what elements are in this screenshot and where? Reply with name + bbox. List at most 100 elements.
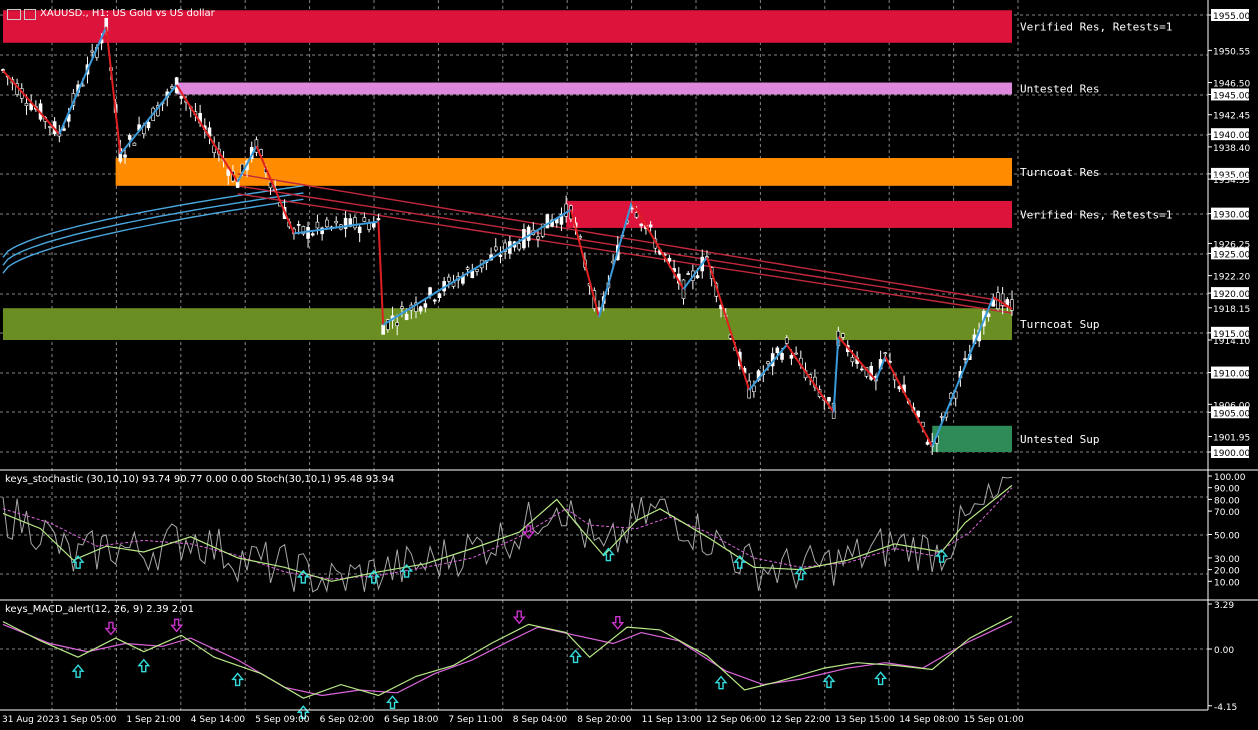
buy-arrow-icon [296,705,310,719]
stoch-raw-line [2,476,1013,593]
macd-signal-line [2,621,1013,697]
candle-body [90,50,94,53]
zone-1 [176,82,1013,95]
zigzag-line [2,26,1013,447]
buy-arrow-icon [794,566,808,581]
candle-body [386,319,390,330]
candle-body [850,357,855,363]
price-tag-box [1211,326,1249,339]
zigzag-segment [569,209,600,318]
candle-body [540,223,545,237]
candle-body [301,226,306,235]
time-label: 1 Sep 21:00 [126,715,181,725]
candle-body [123,154,127,158]
zigzag-segment [236,145,258,183]
buy-arrow-icon [386,695,400,710]
candle-body [766,361,770,365]
buy-arrow-icon [296,569,310,584]
price-label: 1935.00 [1213,171,1250,181]
price-label: 1915.00 [1213,330,1250,340]
zigzag-segment [2,69,61,135]
time-axis[interactable]: 31 Aug 2023 1 Sep 05:00 1 Sep 21:00 4 Sep 1… [2,715,1024,725]
buy-arrow-icon [874,671,888,686]
ma-blue-line [2,198,304,274]
candle-body [536,236,540,240]
time-label: 14 Sep 08:00 [899,715,959,725]
candle-body [179,95,184,99]
candle-body [146,121,151,129]
zone-label-1: Untested Res [1020,82,1099,95]
time-label: 6 Sep 18:00 [384,715,439,725]
candle-body [667,257,672,262]
candle-body [306,226,310,239]
candle-body [780,353,784,360]
price-label: 1905.00 [1213,409,1250,419]
zigzag-segment [884,356,934,447]
stoch-tick-label: 20.00 [1214,567,1240,577]
price-tag-box [1211,406,1249,419]
grid [0,0,1208,710]
candle-body [470,270,475,279]
zigzag-segment [598,201,633,318]
candle-body [503,242,507,252]
ma-red-line [237,185,1013,309]
candle-body [315,221,320,229]
candle-body [860,368,864,371]
time-label: 5 Sep 09:00 [255,715,310,725]
macd-tick-label: 0.00 [1214,646,1234,656]
price-tag-box [1211,9,1249,21]
candle-body [465,267,470,270]
chart-menu-icon[interactable] [7,9,21,20]
candle-body [404,313,409,320]
candle-body [916,410,920,418]
buy-arrow-icon [71,664,85,678]
zigzag-segment [293,220,379,235]
zigzag-segment [785,344,835,413]
macd-tick-label: 3.29 [1214,601,1234,611]
time-label: 8 Sep 04:00 [513,715,568,725]
price-label: 1938.40 [1213,144,1250,154]
price-label: 1942.45 [1213,112,1250,122]
stoch-tick-label: 70.00 [1214,508,1240,518]
buy-arrow-icon [822,674,836,689]
candle-body [695,275,700,279]
candle-body [432,299,437,302]
candle-body [925,441,930,445]
buy-arrow-icon [601,547,615,562]
symbol-title: XAUUSD., H1: US Gold vs US dollar [40,8,215,19]
price-tag-box [1211,287,1249,300]
buy-arrow-icon [71,555,85,569]
time-label: 31 Aug 2023 [2,715,60,725]
price-tag-box [1211,247,1249,260]
candle-body [325,219,329,228]
macd-main-line [2,615,1013,699]
macd-tick-label: -4.15 [1214,703,1237,713]
zigzag-segment [832,336,840,413]
time-label: 1 Sep 05:00 [62,715,117,725]
stoch-tick-label: 100.00 [1214,473,1246,483]
macd-panel[interactable]: 3.29 0.00 -4.15 [2,601,1237,719]
candle-body [362,217,367,222]
zone-0 [3,10,1012,43]
price-label: 1955.00 [1213,12,1250,22]
stoch-tick-label: 30.00 [1214,555,1240,565]
zigzag-segment [119,84,178,155]
candle-body [24,102,29,106]
candle-body [963,358,967,360]
ma-blue-line [2,185,304,258]
sell-arrow-icon [611,615,625,630]
zigzag-segment [682,256,708,290]
candle-body [686,273,690,275]
candle-body [395,322,400,327]
price-label: 1914.10 [1213,337,1250,347]
chart-type-icon[interactable] [24,9,36,20]
moving-averages [2,173,1013,314]
candle-body [226,169,231,176]
candle-body [254,139,259,153]
zone-label-0: Verified Res, Retests=1 [1020,21,1172,34]
sell-arrow-icon [522,525,536,540]
buy-arrow-icon [935,548,949,563]
